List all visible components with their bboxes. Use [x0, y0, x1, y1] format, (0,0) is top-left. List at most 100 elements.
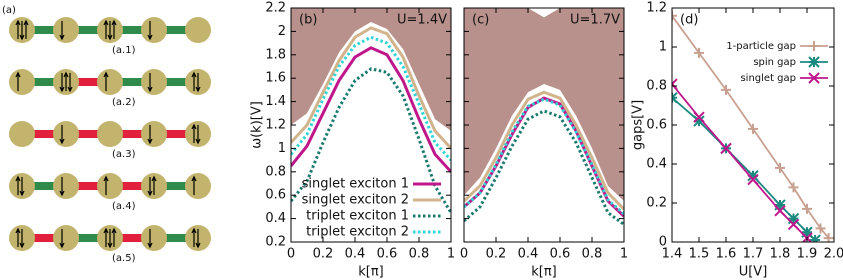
x-tick-label: 1: [620, 247, 628, 262]
y-tick-label: 1.8: [265, 47, 286, 62]
data-point: [775, 162, 785, 173]
data-point: [747, 173, 759, 186]
row-label: (a.5): [112, 253, 136, 264]
x-axis-label: U[V]: [739, 265, 768, 280]
bond: [120, 130, 144, 138]
site: [97, 69, 123, 95]
y-tick-label: 0.2: [265, 235, 286, 250]
plot-area: [291, 8, 451, 214]
site: [185, 17, 211, 43]
y-tick-label: 0.8: [646, 79, 667, 94]
plot-area: [672, 10, 834, 242]
spin-arrow-head: [111, 19, 117, 26]
legend-marker: [808, 72, 820, 84]
row-label: (a.4): [112, 201, 136, 212]
y-tick-label: 0: [659, 235, 667, 250]
site: [53, 121, 79, 147]
continuum-band: [291, 8, 451, 131]
spin-arrow-head: [107, 242, 113, 249]
spin-arrow-head: [103, 19, 109, 26]
x-tick-label: 1.4: [662, 247, 683, 262]
x-tick-label: 0.4: [518, 247, 539, 262]
bond: [32, 130, 56, 138]
site: [53, 173, 79, 199]
bond: [120, 26, 144, 34]
spin-arrow-head: [191, 123, 197, 130]
y-tick-label: 0.6: [646, 118, 667, 133]
y-tick-label: 1.6: [265, 71, 286, 86]
site: [9, 121, 35, 147]
y-tick-label: 0.2: [646, 196, 667, 211]
series-line: [464, 97, 624, 216]
spin-arrow-head: [195, 138, 201, 145]
data-point: [721, 84, 731, 95]
x-tick-label: 0: [460, 247, 468, 262]
bond: [164, 130, 188, 138]
panel-label: (b): [299, 13, 317, 28]
spin-arrow-head: [15, 227, 21, 234]
legend-label: triplet exciton 2: [306, 225, 409, 240]
series-line: [291, 26, 451, 150]
plot-area: [464, 8, 624, 226]
spin-arrow-head: [19, 242, 25, 249]
y-tick-label: 1: [659, 40, 667, 55]
spin-arrow-head: [147, 86, 153, 93]
y-tick-label: 1.2: [646, 1, 667, 16]
spin-arrow-head: [103, 175, 109, 182]
legend-label: triplet exciton 1: [306, 209, 409, 224]
data-point: [693, 115, 705, 127]
data-point: [748, 123, 758, 134]
annotation: U=1.4V: [397, 13, 447, 28]
bond: [120, 182, 144, 190]
x-tick-label: 0.6: [377, 247, 398, 262]
data-point: [788, 182, 799, 193]
x-tick-label: 1: [447, 247, 455, 262]
plot-frame: [671, 7, 835, 243]
spin-arrow-head: [107, 34, 113, 41]
legend-marker: [809, 41, 819, 51]
data-point: [815, 223, 826, 234]
y-axis-label: ω(k)[V]: [250, 101, 265, 149]
data-point: [694, 47, 704, 58]
spin-arrow-head: [19, 34, 25, 41]
data-point: [809, 234, 821, 242]
annotation: U=1.7V: [570, 13, 620, 28]
spin-arrow-head: [103, 227, 109, 234]
x-tick-label: 1.9: [797, 247, 818, 262]
spin-arrow-head: [15, 175, 21, 182]
x-axis-label: k[π]: [358, 265, 384, 280]
x-tick-label: 0: [287, 247, 295, 262]
legend-label: spin gap: [753, 57, 796, 68]
bond: [76, 182, 100, 190]
x-axis-label: k[π]: [531, 265, 557, 280]
y-tick-label: 1.4: [265, 94, 286, 109]
data-point: [720, 142, 732, 155]
data-point: [787, 212, 800, 225]
legend-label: 1-particle gap: [726, 41, 796, 52]
spin-arrow-head: [59, 34, 65, 41]
row-label: (a.2): [112, 97, 136, 108]
continuum-band: [464, 8, 624, 202]
site: [141, 225, 167, 251]
y-tick-label: 1: [278, 141, 286, 156]
spin-arrow-head: [151, 175, 157, 182]
site: [141, 17, 167, 43]
panel-label: (c): [472, 13, 489, 28]
data-point: [672, 78, 678, 90]
x-tick-label: 1.6: [716, 247, 737, 262]
spin-arrow-head: [111, 227, 117, 234]
y-tick-label: 2.2: [265, 1, 286, 16]
y-tick-label: 1.2: [265, 118, 286, 133]
bond: [164, 234, 188, 242]
spin-arrow-head: [195, 242, 201, 249]
spin-arrow-head: [23, 19, 29, 26]
bond: [32, 182, 56, 190]
bond: [32, 78, 56, 86]
data-point: [747, 169, 759, 182]
x-tick-label: 2.0: [824, 247, 843, 262]
data-point: [802, 203, 812, 214]
site: [53, 17, 79, 43]
y-axis-label: gaps[V]: [631, 100, 646, 150]
spin-arrow-head: [191, 175, 197, 182]
